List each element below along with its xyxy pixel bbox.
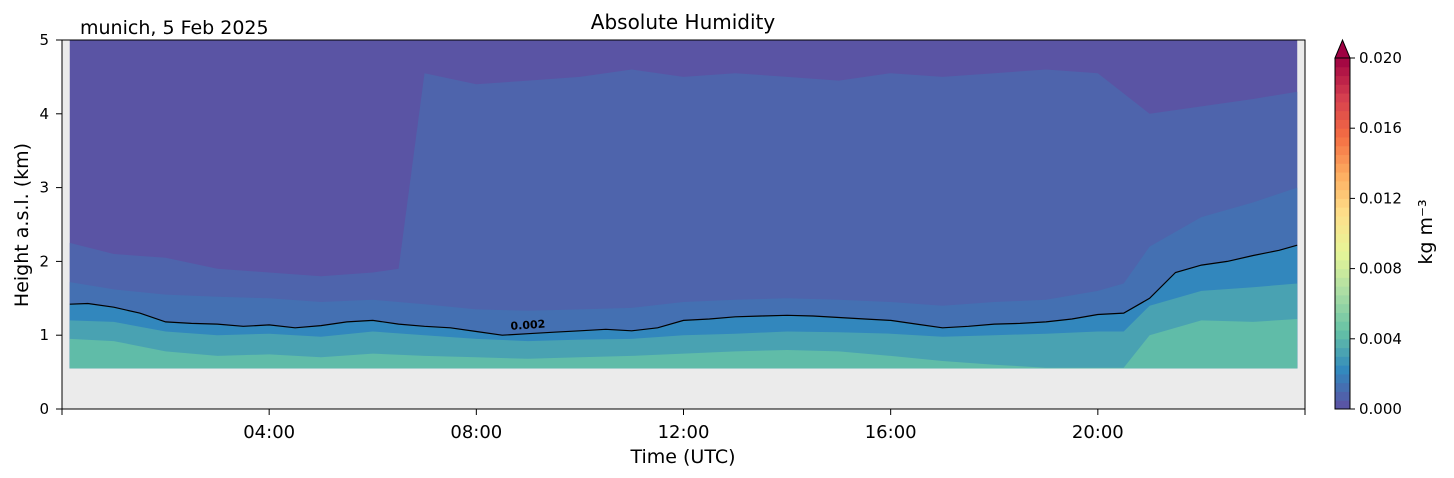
y-tick-label: 0 — [39, 400, 49, 418]
y-tick-label: 3 — [39, 179, 49, 197]
x-tick-label: 20:00 — [1072, 422, 1124, 443]
colorbar-segment — [1335, 93, 1350, 103]
colorbar-segment — [1335, 224, 1350, 234]
colorbar-segment — [1335, 215, 1350, 226]
colorbar-segment — [1335, 110, 1350, 120]
colorbar-segment — [1335, 294, 1350, 305]
colorbar-segment — [1335, 101, 1350, 112]
colorbar-segment — [1335, 286, 1350, 296]
colorbar-segment — [1335, 198, 1350, 208]
colorbar-segment — [1335, 391, 1350, 401]
chart-subtitle: munich, 5 Feb 2025 — [80, 17, 269, 39]
colorbar-segment — [1335, 382, 1350, 392]
colorbar-segment — [1335, 303, 1350, 313]
colorbar-segment — [1335, 180, 1350, 191]
colorbar-tick-label: 0.012 — [1359, 189, 1402, 207]
colorbar-segment — [1335, 321, 1350, 331]
humidity-band-4 — [69, 283, 1298, 369]
colorbar-segment — [1335, 268, 1350, 278]
humidity-band-5 — [69, 319, 1298, 369]
colorbar-segment — [1335, 233, 1350, 243]
colorbar-segment — [1335, 66, 1350, 77]
y-tick-label: 5 — [39, 31, 49, 49]
x-axis-label: Time (UTC) — [629, 446, 735, 468]
colorbar-segment — [1335, 242, 1350, 252]
colorbar-segment — [1335, 154, 1350, 164]
chart-title: Absolute Humidity — [591, 10, 776, 34]
colorbar-segment — [1335, 189, 1350, 199]
colorbar-segment — [1335, 400, 1350, 410]
colorbar-segment — [1335, 136, 1350, 147]
colorbar-tick-label: 0.020 — [1359, 49, 1402, 67]
humidity-band-1 — [69, 69, 1298, 369]
colorbar-segment — [1335, 84, 1350, 94]
colorbar-segment — [1335, 259, 1350, 270]
colorbar-segment — [1335, 207, 1350, 217]
colorbar-segment — [1335, 58, 1350, 68]
x-tick-label: 12:00 — [658, 422, 710, 443]
colorbar-segment — [1335, 373, 1350, 384]
colorbar-segment — [1335, 312, 1350, 322]
contour-label: 0.002 — [510, 318, 546, 333]
colorbar-tick-label: 0.016 — [1359, 119, 1402, 137]
colorbar-segment — [1335, 347, 1350, 357]
colorbar-tick-label: 0.004 — [1359, 330, 1402, 348]
contour-line — [69, 244, 1298, 336]
x-tick-label: 08:00 — [450, 422, 502, 443]
colorbar-segment — [1335, 145, 1350, 156]
colorbar-tick-label: 0.008 — [1359, 260, 1402, 278]
colorbar-segment — [1335, 277, 1350, 287]
colorbar-frame — [1334, 57, 1351, 410]
y-tick-label: 1 — [39, 326, 49, 344]
y-tick-label: 2 — [39, 252, 49, 270]
colorbar-segment — [1335, 338, 1350, 349]
y-tick-label: 4 — [39, 105, 49, 123]
colorbar-segment — [1335, 365, 1350, 375]
colorbar-segment — [1335, 128, 1350, 138]
y-axis-label: Height a.s.l. (km) — [11, 143, 33, 307]
colorbar-extend-arrow — [1334, 38, 1351, 59]
colorbar-segment — [1335, 163, 1350, 173]
colorbar-tick-label: 0.000 — [1359, 400, 1402, 418]
colorbar-segment — [1335, 356, 1350, 366]
colorbar-segment — [1335, 119, 1350, 129]
colorbar-segment — [1335, 251, 1350, 261]
x-tick-label: 04:00 — [243, 422, 295, 443]
colorbar-label: kg m⁻³ — [1415, 199, 1437, 264]
x-tick-label: 16:00 — [865, 422, 917, 443]
colorbar-segment — [1335, 330, 1350, 340]
colorbar-segment — [1335, 75, 1350, 85]
colorbar-segment — [1335, 172, 1350, 182]
